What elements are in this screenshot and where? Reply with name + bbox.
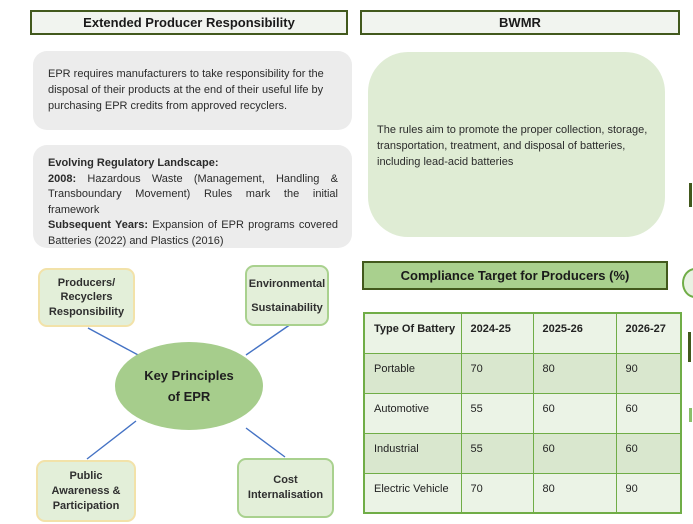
row-automotive-label: Automotive	[363, 392, 462, 434]
key-principles-ellipse: Key Principles of EPR	[115, 342, 263, 430]
compliance-target-title: Compliance Target for Producers (%)	[400, 268, 630, 283]
table-row: Automotive 55 60 60	[363, 392, 682, 434]
row-automotive-2026: 60	[615, 392, 682, 434]
table-row: Electric Vehicle 70 80 90	[363, 472, 682, 514]
row-industrial-label: Industrial	[363, 432, 462, 474]
epr-description-box: EPR requires manufacturers to take respo…	[33, 51, 352, 130]
row-ev-2024: 70	[460, 472, 534, 514]
row-portable-2026: 90	[615, 352, 682, 394]
row-ev-2026: 90	[615, 472, 682, 514]
regulatory-item-2008-text: Hazardous Waste (Management, Handling & …	[48, 172, 338, 216]
cutoff-box-edge-fragment	[688, 332, 692, 362]
epr-principles-diagram: Producers/ Recyclers Responsibility Envi…	[0, 255, 360, 524]
row-ev-label: Electric Vehicle	[363, 472, 462, 514]
regulatory-heading: Evolving Regulatory Landscape:	[48, 157, 219, 169]
row-industrial-2026: 60	[615, 432, 682, 474]
table-row: Portable 70 80 90	[363, 352, 682, 394]
node-cost-label: Cost Internalisation	[247, 474, 324, 501]
row-portable-2025: 80	[532, 352, 617, 394]
table-header-2024-25: 2024-25	[460, 312, 534, 354]
regulatory-item-2008-label: 2008:	[48, 172, 77, 185]
table-header-row: Type Of Battery 2024-25 2025-26 2026-27	[363, 312, 682, 354]
compliance-target-header: Compliance Target for Producers (%)	[362, 261, 668, 290]
row-ev-2025: 80	[532, 472, 617, 514]
table-header-2026-27: 2026-27	[615, 312, 682, 354]
cutoff-box-edge-fragment	[689, 408, 692, 422]
node-public-label: Public Awareness & Participation	[51, 469, 121, 512]
connector-lines	[86, 323, 292, 460]
epr-section-title: Extended Producer Responsibility	[83, 15, 295, 30]
key-principles-label: Key Principles of EPR	[144, 368, 234, 404]
connector-line-top-right	[245, 323, 292, 356]
node-public-awareness-participation: Public Awareness & Participation	[36, 460, 136, 522]
node-cost-internalisation: Cost Internalisation	[237, 458, 334, 518]
node-environment-label: Environmental Sustainability	[248, 277, 326, 314]
row-portable-2024: 70	[460, 352, 534, 394]
regulatory-item-subsequent-text: Expansion of EPR programs covered Batter…	[48, 219, 338, 247]
epr-section-header: Extended Producer Responsibility	[30, 10, 348, 35]
node-producers-recyclers-responsibility: Producers/ Recyclers Responsibility	[38, 268, 135, 327]
cutoff-circle-fragment	[682, 268, 693, 298]
epr-description-text: EPR requires manufacturers to take respo…	[48, 68, 324, 112]
node-environmental-sustainability: Environmental Sustainability	[245, 265, 329, 326]
row-automotive-2024: 55	[460, 392, 534, 434]
regulatory-landscape-box: Evolving Regulatory Landscape: 2008: Haz…	[33, 145, 352, 248]
bwmr-section-header: BWMR	[360, 10, 680, 35]
regulatory-item-2008: 2008: Hazardous Waste (Management, Handl…	[48, 172, 338, 219]
table-row: Industrial 55 60 60	[363, 432, 682, 474]
table-header-2025-26: 2025-26	[532, 312, 617, 354]
compliance-target-table: Type Of Battery 2024-25 2025-26 2026-27 …	[363, 312, 682, 514]
regulatory-item-subsequent: Subsequent Years: Expansion of EPR progr…	[48, 218, 338, 249]
bwmr-description-box: The rules aim to promote the proper coll…	[368, 52, 665, 237]
table-header-type: Type Of Battery	[363, 312, 462, 354]
bwmr-section-title: BWMR	[499, 15, 541, 30]
row-industrial-2024: 55	[460, 432, 534, 474]
row-automotive-2025: 60	[532, 392, 617, 434]
row-industrial-2025: 60	[532, 432, 617, 474]
node-producers-label: Producers/ Recyclers Responsibility	[48, 276, 125, 318]
regulatory-item-subsequent-label: Subsequent Years:	[48, 219, 149, 231]
row-portable-label: Portable	[363, 352, 462, 394]
connector-line-top-left	[87, 327, 141, 357]
connector-line-bottom-left	[86, 420, 137, 460]
connector-line-bottom-right	[245, 427, 286, 458]
bwmr-description-text: The rules aim to promote the proper coll…	[377, 124, 648, 168]
cutoff-box-edge-fragment	[689, 183, 693, 207]
